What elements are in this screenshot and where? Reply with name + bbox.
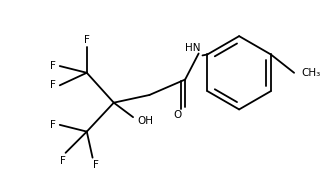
- Text: F: F: [60, 155, 66, 165]
- Text: F: F: [50, 120, 56, 130]
- Text: F: F: [50, 61, 56, 71]
- Text: O: O: [173, 110, 182, 120]
- Text: OH: OH: [137, 116, 154, 126]
- Text: HN: HN: [185, 43, 201, 53]
- Text: F: F: [84, 35, 90, 45]
- Text: CH₃: CH₃: [302, 68, 321, 78]
- Text: F: F: [92, 160, 99, 170]
- Text: F: F: [50, 80, 56, 90]
